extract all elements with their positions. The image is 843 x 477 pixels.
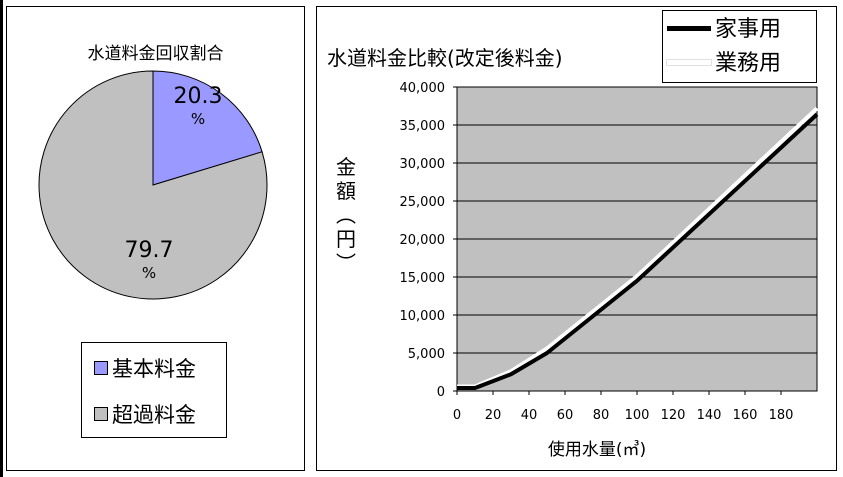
line-chart-title: 水道料金比較(改定後料金) [327, 46, 563, 70]
x-tick-label: 120 [661, 408, 686, 423]
pie-slice [38, 70, 268, 300]
pie-chart-title: 水道料金回収割合 [87, 44, 224, 64]
line-legend: 家事用 業務用 [662, 10, 817, 83]
x-tick-label: 20 [485, 408, 502, 423]
line-legend-item-kaji: 家事用 [667, 13, 781, 47]
line-legend-label-kaji: 家事用 [715, 17, 782, 42]
y-axis-title-char: ︶ [336, 251, 356, 275]
series-line [457, 112, 819, 390]
pie-legend-swatch-choka [94, 407, 108, 421]
y-tick-label: 0 [437, 385, 445, 400]
y-tick-label: 30,000 [400, 157, 446, 172]
y-tick-label: 25,000 [400, 195, 446, 210]
y-axis-title-char: 円 [336, 227, 356, 251]
line-legend-swatch-kaji [667, 25, 711, 31]
pie-legend: 基本料金 超過料金 [81, 342, 227, 438]
pie-legend-swatch-kihon [94, 361, 108, 375]
x-tick-label: 60 [557, 408, 574, 423]
x-tick-label: 100 [625, 408, 650, 423]
pie-legend-label-choka: 超過料金 [112, 403, 196, 427]
x-tick-label: 40 [521, 408, 538, 423]
line-chart-panel: 水道料金比較(改定後料金) 0 5,000 10,000 15,000 20,000 25… [316, 6, 837, 471]
x-tick-label: 140 [697, 408, 722, 423]
x-axis-title: 使用水量(㎥) [547, 440, 647, 460]
pie-slice [152, 70, 263, 186]
line-chart: 0 5,000 10,000 15,000 20,000 25,000 30,000 35,0… [400, 81, 819, 423]
pie-slice-unit-choka: % [141, 264, 157, 282]
pie-chart-panel: 水道料金回収割合 20.3 % 79.7 % 基本料金 超過料金 [6, 6, 305, 471]
y-tick-label: 5,000 [408, 347, 445, 362]
pie-slice-value-choka: 79.7 [124, 238, 174, 263]
line-legend-label-gyomu: 業務用 [715, 51, 782, 76]
pie-slice-label-kihon: 20.3 % [173, 85, 223, 129]
pie-slice-value-kihon: 20.3 [173, 84, 223, 109]
y-axis-title-char: ︵ [336, 203, 356, 227]
x-tick-label: 160 [733, 408, 758, 423]
y-axis-title-char: 金 [336, 155, 356, 179]
y-axis-title-char: 額 [336, 179, 356, 203]
y-tick-label: 10,000 [400, 309, 446, 324]
x-tick-label: 80 [593, 408, 610, 423]
window-edge [0, 0, 3, 477]
pie-chart [38, 70, 268, 300]
pie-legend-label-kihon: 基本料金 [112, 357, 196, 381]
y-tick-label: 40,000 [400, 81, 446, 96]
y-tick-label: 20,000 [400, 233, 446, 248]
y-axis-title: 金 額 ︵ 円 ︶ [335, 155, 357, 275]
x-tick-label: 0 [453, 408, 461, 423]
pie-legend-item-kihon: 基本料金 [94, 355, 196, 383]
y-tick-label: 35,000 [400, 119, 446, 134]
line-legend-swatch-gyomu [667, 59, 711, 65]
pie-slice-unit-kihon: % [190, 110, 206, 128]
pie-slice-label-choka: 79.7 % [119, 239, 179, 283]
x-tick-label: 180 [769, 408, 794, 423]
line-legend-item-gyomu: 業務用 [667, 47, 781, 81]
pie-legend-item-choka: 超過料金 [94, 401, 196, 429]
y-tick-label: 15,000 [400, 271, 446, 286]
